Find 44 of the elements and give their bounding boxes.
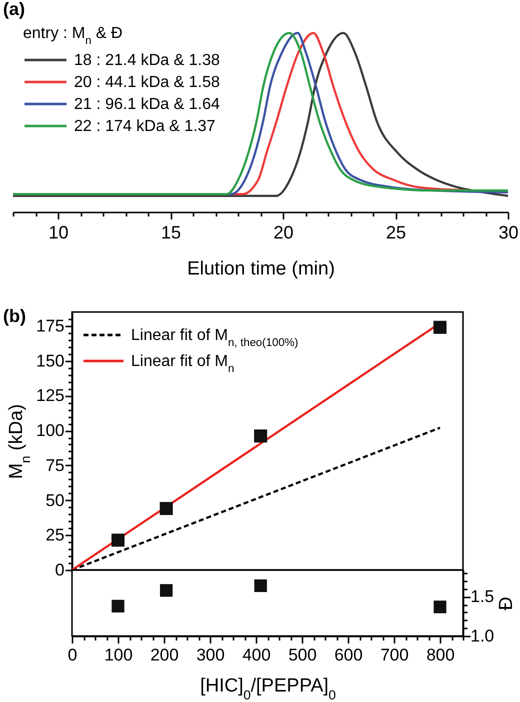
- point: [111, 534, 125, 547]
- point: [254, 429, 268, 442]
- x-tick-label: 15: [160, 222, 182, 242]
- x-tick-label: 300: [196, 646, 225, 664]
- x-tick-label: 20: [273, 222, 294, 242]
- x-tick-label: 30: [498, 222, 519, 242]
- legend-label: Linear fit of M$_{n}$: [131, 353, 234, 375]
- x-tick-label: 700: [380, 646, 409, 664]
- y-tick-label: 25: [46, 526, 64, 545]
- chart-title: (a): [3, 0, 26, 19]
- y-tick-label: 50: [46, 490, 64, 510]
- legend-label: 20 : 44.1 kDa & 1.58: [74, 74, 220, 91]
- point: [160, 584, 173, 597]
- x-tick-label: 500: [288, 646, 317, 664]
- x-tick-label: 10: [48, 222, 69, 242]
- x-tick-label: 25: [386, 222, 406, 242]
- y2-tick-label: 1.5: [470, 587, 494, 606]
- legend-label: 21 : 96.1 kDa & 1.64: [74, 96, 220, 113]
- x-axis-title: Elution time (min): [187, 258, 335, 280]
- point: [112, 600, 124, 612]
- x-tick-label: 0: [68, 646, 78, 664]
- y-tick-label: 100: [36, 421, 64, 440]
- legend-label: 22 : 174 kDa & 1.37: [74, 118, 216, 135]
- legend-title: entry : M$_{n}$ & Đ: [23, 25, 123, 47]
- y-tick-label: 125: [36, 386, 64, 406]
- x-tick-label: 100: [104, 646, 133, 664]
- x-axis-title: [HIC]$_{0}$/[PEPPA]$_{0}$: [200, 676, 336, 702]
- y-tick-label: 150: [36, 351, 64, 370]
- y-tick-label: 75: [46, 456, 64, 475]
- x-tick-label: 200: [150, 646, 179, 664]
- y2-tick-label: 1.0: [470, 626, 494, 646]
- x-tick-label: 600: [334, 646, 363, 664]
- legend-label: Linear fit of M$_{n, theo(100%)}$: [131, 327, 298, 349]
- chart-title: (b): [3, 306, 26, 326]
- point: [433, 320, 447, 334]
- x-tick-label: 800: [426, 646, 455, 664]
- y-tick-label: 175: [36, 316, 64, 336]
- point: [254, 579, 267, 592]
- y-tick-label: 0: [55, 560, 64, 580]
- point: [160, 502, 173, 516]
- x-tick-label: 400: [242, 646, 271, 664]
- y2-axis-title: Đ: [496, 596, 518, 610]
- legend-label: 18 : 21.4 kDa & 1.38: [74, 52, 220, 69]
- point: [434, 600, 446, 614]
